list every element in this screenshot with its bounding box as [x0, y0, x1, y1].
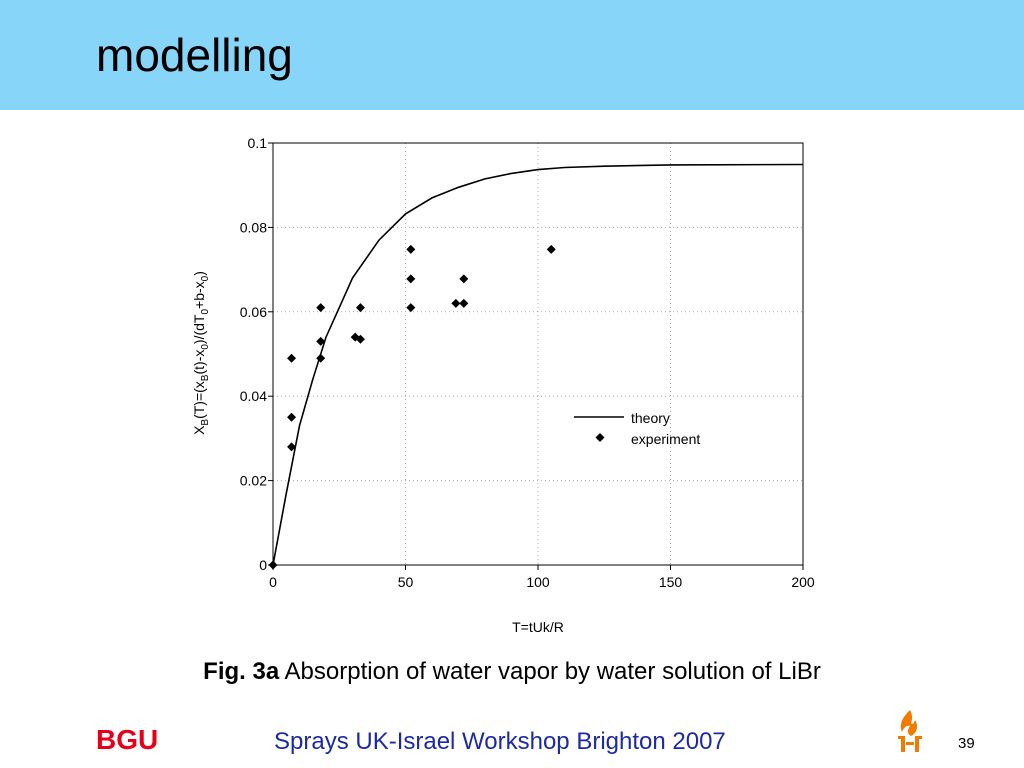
experiment-point	[355, 303, 365, 313]
series-line-theory	[272, 163, 804, 566]
experiment-markers	[268, 244, 556, 570]
experiment-point	[459, 298, 469, 308]
y-tick-label: 0.06	[240, 304, 267, 320]
x-tick-label: 0	[269, 574, 277, 590]
x-tick-label: 100	[526, 574, 550, 590]
experiment-point	[355, 334, 365, 344]
y-tick-label: 0.1	[248, 135, 268, 151]
experiment-point	[406, 274, 416, 284]
x-tick-label: 50	[398, 574, 414, 590]
x-axis-label: T=tUk/R	[512, 619, 564, 635]
legend-label-theory: theory	[631, 410, 670, 426]
axis-ticks	[268, 142, 804, 570]
experiment-point	[268, 560, 278, 570]
y-tick-label: 0.02	[240, 473, 267, 489]
caption-label: Fig. 3a	[203, 658, 280, 685]
axis-tick-labels: 0 50 100 150 200 0 0.02 0.04 0.06 0.08 0.1	[240, 135, 815, 590]
experiment-point	[406, 244, 416, 254]
bgu-flame-logo-icon	[898, 710, 922, 752]
experiment-point	[287, 442, 297, 452]
title-banner	[0, 0, 1024, 110]
experiment-point	[316, 353, 326, 363]
experiment-point	[287, 353, 297, 363]
plot-frame	[272, 142, 804, 566]
experiment-point	[546, 244, 556, 254]
y-tick-label: 0	[259, 557, 267, 573]
figure-caption: Fig. 3a Absorption of water vapor by wat…	[0, 658, 1024, 686]
experiment-point	[406, 303, 416, 313]
experiment-point	[451, 298, 461, 308]
legend-marker-experiment	[595, 433, 605, 442]
slide-title: modelling	[96, 29, 293, 81]
y-tick-label: 0.08	[240, 219, 267, 235]
experiment-point	[316, 303, 326, 313]
experiment-point	[287, 412, 297, 422]
experiment-point	[316, 336, 326, 346]
y-axis-label: XB(T)=(xB(t)-x0)/(dT0+b-x0)	[191, 271, 211, 435]
page-number: 39	[958, 735, 975, 752]
caption-text: Absorption of water vapor by water solut…	[279, 658, 821, 685]
y-tick-label: 0.04	[240, 388, 267, 404]
chart-grid	[273, 143, 803, 565]
footer-brand: BGU	[96, 724, 159, 755]
legend-label-experiment: experiment	[631, 431, 700, 447]
experiment-point	[459, 274, 469, 284]
x-tick-label: 150	[659, 574, 683, 590]
footer-title: Sprays UK-Israel Workshop Brighton 2007	[274, 728, 726, 755]
chart-legend: theory experiment	[574, 410, 700, 447]
x-tick-label: 200	[791, 574, 815, 590]
